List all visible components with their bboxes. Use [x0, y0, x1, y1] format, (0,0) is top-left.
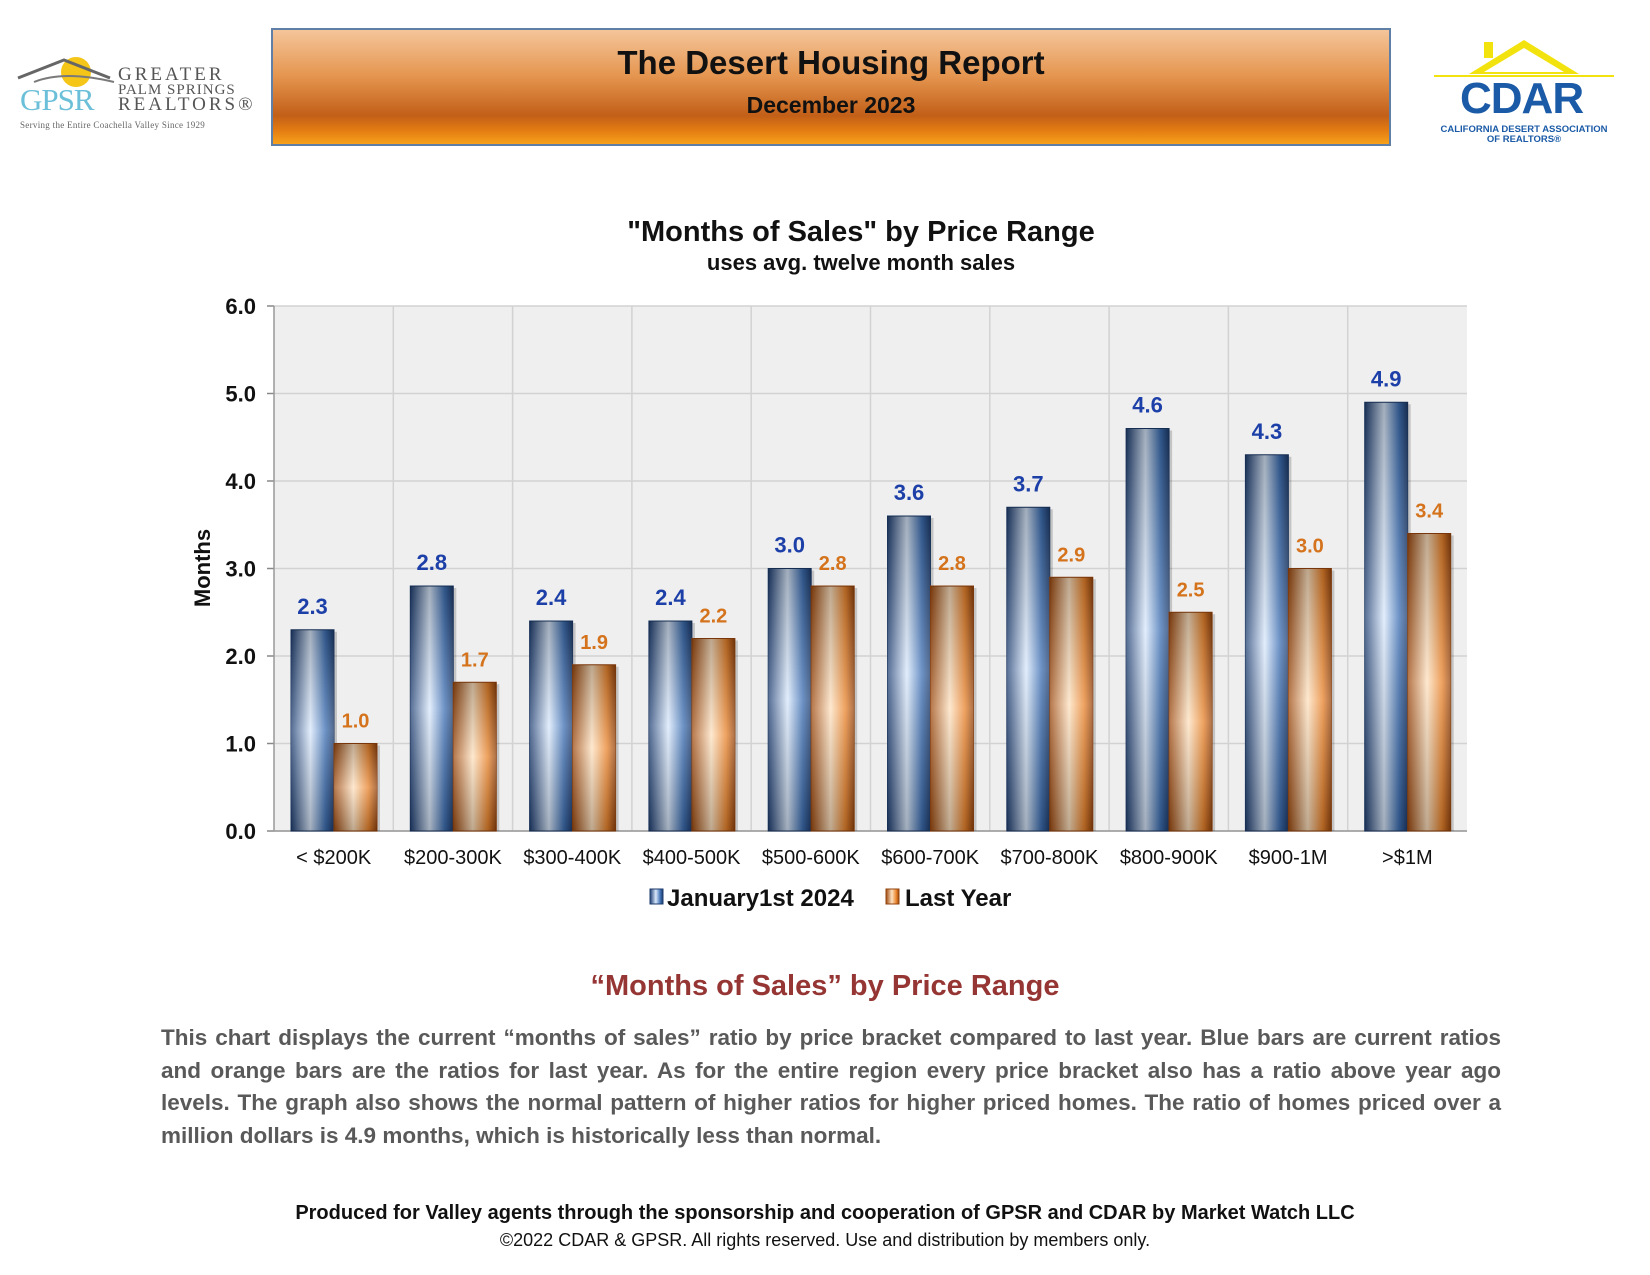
y-tick-label: 1.0: [225, 732, 256, 757]
data-label-last-year: 2.8: [819, 553, 847, 575]
data-label-last-year: 2.9: [1057, 544, 1085, 566]
bar-sheen: [1169, 612, 1213, 831]
report-title: The Desert Housing Report: [617, 44, 1045, 81]
y-axis-label: Months: [190, 529, 215, 607]
y-tick-label: 4.0: [225, 469, 256, 494]
bar-sheen: [1006, 507, 1050, 831]
cdar-name: CDAR: [1460, 74, 1584, 123]
gpsr-letters: GPSR: [20, 82, 95, 117]
data-label-last-year: 2.8: [938, 553, 966, 575]
legend-swatch-current: [649, 888, 664, 905]
bar-sheen: [691, 638, 735, 831]
cdar-subtitle-1: CALIFORNIA DESERT ASSOCIATION: [1440, 124, 1608, 135]
bar-sheen: [1364, 402, 1408, 831]
data-label-current: 4.6: [1132, 393, 1163, 418]
bar-sheen: [529, 621, 573, 831]
data-label-current: 3.6: [894, 480, 925, 505]
bar-sheen: [1288, 568, 1332, 831]
x-tick-label: $200-300K: [404, 847, 503, 869]
x-tick-label: $900-1M: [1249, 847, 1328, 869]
bar-sheen: [291, 629, 334, 831]
data-label-last-year: 3.0: [1296, 536, 1324, 558]
x-tick-label: $300-400K: [523, 847, 622, 869]
bar-sheen: [334, 743, 377, 831]
chart-description: This chart displays the current “months …: [161, 1025, 1501, 1148]
y-tick-label: 6.0: [225, 294, 256, 319]
x-tick-label: $700-800K: [1001, 847, 1100, 869]
footer-credit: Produced for Valley agents through the s…: [295, 1202, 1355, 1224]
bar-sheen: [930, 586, 974, 831]
sun-roof-icon: [17, 57, 115, 87]
bar-sheen: [1407, 533, 1451, 831]
gpsr-logo: GPSR GREATER PALM SPRINGS REALTORS® Serv…: [14, 52, 253, 132]
data-label-current: 4.9: [1371, 366, 1402, 391]
bar-sheen: [768, 568, 812, 831]
data-label-current: 3.0: [774, 533, 805, 558]
bar-sheen: [453, 682, 497, 831]
y-tick-label: 0.0: [225, 819, 256, 844]
data-label-last-year: 1.9: [580, 632, 608, 654]
data-label-current: 2.3: [297, 594, 328, 619]
data-label-last-year: 2.2: [699, 606, 727, 628]
y-tick-label: 2.0: [225, 644, 256, 669]
report-date: December 2023: [746, 92, 916, 118]
data-label-current: 4.3: [1252, 419, 1283, 444]
x-tick-label: $600-700K: [881, 847, 980, 869]
data-label-current: 2.8: [417, 550, 448, 575]
x-tick-label: $500-600K: [762, 847, 861, 869]
data-label-last-year: 2.5: [1177, 579, 1205, 601]
chart-subtitle: uses avg. twelve month sales: [707, 250, 1015, 275]
bar-sheen: [572, 664, 616, 831]
data-label-last-year: 3.4: [1415, 501, 1444, 523]
bars: [290, 401, 1454, 832]
x-tick-label: >$1M: [1382, 847, 1433, 869]
legend-label-last-year: Last Year: [905, 885, 1011, 912]
chart-title: "Months of Sales" by Price Range: [627, 216, 1094, 248]
bar-sheen: [648, 621, 692, 831]
x-tick-label: < $200K: [296, 847, 372, 869]
report-banner: The Desert Housing Report December 2023: [271, 28, 1391, 146]
data-label-current: 2.4: [536, 585, 567, 610]
data-labels: 2.3 2.8 2.4 2.4 3.0 3.6 3.7 4.6 4.3 4.9 1.0 1.7 1.9 2…: [297, 366, 1444, 732]
x-tick-label: $400-500K: [643, 847, 742, 869]
data-label-current: 3.7: [1013, 471, 1044, 496]
x-tick-label: $800-900K: [1120, 847, 1219, 869]
bar-sheen: [1126, 428, 1170, 831]
y-tick-label: 3.0: [225, 557, 256, 582]
legend-label-current: January1st 2024: [667, 885, 854, 912]
section-heading: “Months of Sales” by Price Range: [590, 970, 1060, 1002]
months-of-sales-chart: "Months of Sales" by Price Range uses av…: [190, 216, 1467, 912]
bar-sheen: [410, 586, 454, 831]
bar-sheen: [1245, 454, 1289, 831]
house-roof-icon: [1434, 40, 1614, 77]
data-label-current: 2.4: [655, 585, 686, 610]
y-tick-label: 5.0: [225, 382, 256, 407]
data-label-last-year: 1.0: [342, 711, 370, 733]
footer-copyright: ©2022 CDAR & GPSR. All rights reserved. …: [499, 1230, 1151, 1250]
chart-legend: January1st 2024 Last Year: [649, 885, 1011, 912]
bar-sheen: [1049, 577, 1093, 831]
gpsr-word-greater: GREATER: [118, 64, 225, 85]
bar-sheen: [887, 516, 931, 831]
cdar-logo: CDAR CALIFORNIA DESERT ASSOCIATION OF RE…: [1424, 38, 1624, 148]
bar-sheen: [811, 586, 855, 831]
gpsr-tagline: Serving the Entire Coachella Valley Sinc…: [20, 120, 206, 130]
cdar-subtitle-2: OF REALTORS®: [1486, 134, 1562, 145]
gpsr-word-realtors: REALTORS®: [118, 94, 256, 115]
gpsr-word-palm-springs: PALM SPRINGS: [118, 82, 236, 98]
legend-swatch-last-year: [885, 888, 900, 905]
data-label-last-year: 1.7: [461, 649, 489, 671]
